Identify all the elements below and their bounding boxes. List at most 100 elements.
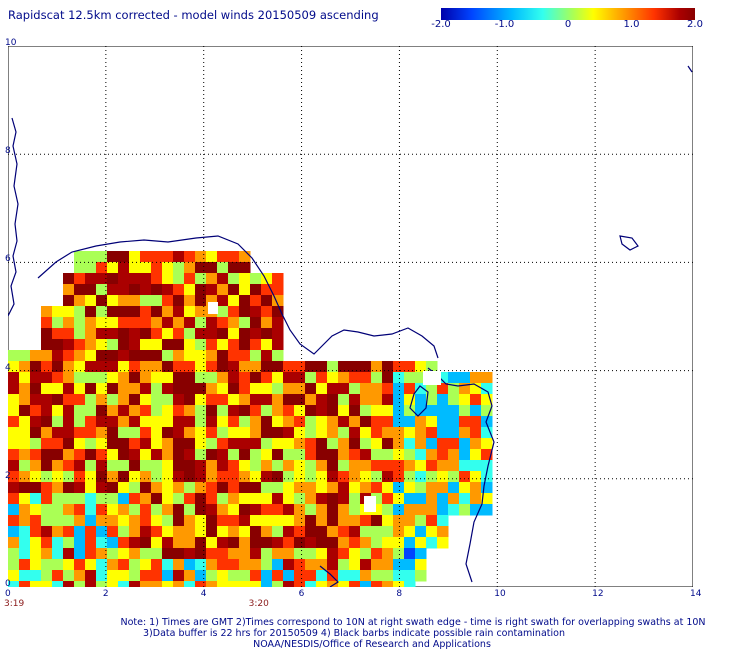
- wind-cell: [426, 383, 438, 395]
- wind-cell: [63, 394, 75, 406]
- wind-cell: [327, 383, 339, 395]
- wind-cell: [151, 306, 163, 318]
- wind-cell: [338, 427, 350, 439]
- wind-cell: [426, 427, 438, 439]
- wind-cell: [250, 427, 262, 439]
- wind-cell: [184, 438, 196, 450]
- wind-cell: [217, 328, 229, 340]
- wind-cell: [360, 526, 372, 538]
- wind-cell: [19, 504, 31, 516]
- wind-cell: [228, 339, 240, 351]
- wind-cell: [294, 427, 306, 439]
- wind-cell: [8, 493, 20, 505]
- wind-cell: [184, 482, 196, 494]
- wind-cell: [239, 405, 251, 417]
- wind-cell: [107, 460, 119, 472]
- wind-cell: [338, 471, 350, 483]
- wind-cell: [107, 493, 119, 505]
- wind-cell: [195, 383, 207, 395]
- wind-cell: [393, 394, 405, 406]
- wind-cell: [184, 350, 196, 362]
- wind-cell: [228, 262, 240, 274]
- wind-cell: [283, 394, 295, 406]
- wind-cell: [305, 394, 317, 406]
- wind-cell: [250, 471, 262, 483]
- wind-cell: [261, 559, 273, 571]
- wind-cell: [393, 504, 405, 516]
- wind-cell: [8, 515, 20, 527]
- wind-cell: [30, 449, 42, 461]
- wind-cell: [283, 537, 295, 549]
- wind-cell: [283, 460, 295, 472]
- wind-cell: [393, 482, 405, 494]
- wind-cell: [327, 427, 339, 439]
- wind-cell: [250, 493, 262, 505]
- wind-cell: [217, 405, 229, 417]
- wind-cell: [327, 581, 339, 587]
- wind-cell: [118, 394, 130, 406]
- wind-cell: [228, 306, 240, 318]
- wind-cell: [30, 427, 42, 439]
- wind-cell: [118, 306, 130, 318]
- wind-cell: [151, 339, 163, 351]
- wind-cell: [206, 581, 218, 587]
- wind-cell: [129, 493, 141, 505]
- wind-cell: [327, 537, 339, 549]
- wind-cell: [41, 306, 53, 318]
- wind-cell: [305, 427, 317, 439]
- wind-cell: [41, 515, 53, 527]
- wind-cell: [217, 262, 229, 274]
- wind-cell: [371, 537, 383, 549]
- wind-cell: [85, 526, 97, 538]
- wind-cell: [415, 383, 427, 395]
- wind-cell: [426, 460, 438, 472]
- wind-cell: [129, 416, 141, 428]
- wind-cell: [393, 537, 405, 549]
- wind-cell: [96, 581, 108, 587]
- wind-cell: [371, 383, 383, 395]
- wind-cell: [316, 361, 328, 373]
- wind-cell: [184, 449, 196, 461]
- wind-cell: [404, 471, 416, 483]
- wind-cell: [283, 405, 295, 417]
- wind-cell: [162, 526, 174, 538]
- wind-cell: [415, 405, 427, 417]
- wind-cell: [338, 548, 350, 560]
- wind-cell: [404, 482, 416, 494]
- wind-cell: [140, 339, 152, 351]
- wind-cell: [107, 284, 119, 296]
- wind-cell: [305, 449, 317, 461]
- wind-cell: [217, 427, 229, 439]
- wind-cell: [85, 361, 97, 373]
- wind-cell: [41, 559, 53, 571]
- wind-cell: [382, 394, 394, 406]
- wind-cell: [140, 482, 152, 494]
- wind-cell: [8, 438, 20, 450]
- wind-cell: [85, 284, 97, 296]
- wind-cell: [74, 438, 86, 450]
- wind-cell: [96, 526, 108, 538]
- wind-cell: [206, 493, 218, 505]
- wind-cell: [426, 526, 438, 538]
- wind-cell: [305, 361, 317, 373]
- wind-cell: [151, 361, 163, 373]
- wind-cell: [217, 526, 229, 538]
- wind-cell: [140, 438, 152, 450]
- wind-cell: [162, 361, 174, 373]
- wind-cell: [74, 295, 86, 307]
- wind-cell: [272, 471, 284, 483]
- wind-cell: [63, 559, 75, 571]
- wind-cell: [52, 339, 64, 351]
- wind-cell: [283, 515, 295, 527]
- wind-cell: [74, 493, 86, 505]
- wind-cell: [239, 350, 251, 362]
- wind-cell: [294, 416, 306, 428]
- wind-cell: [426, 361, 438, 373]
- wind-cell: [173, 295, 185, 307]
- wind-cell: [481, 504, 493, 516]
- wind-cell: [96, 273, 108, 285]
- wind-cell: [239, 295, 251, 307]
- wind-cell: [305, 526, 317, 538]
- wind-cell: [228, 471, 240, 483]
- wind-cell: [162, 295, 174, 307]
